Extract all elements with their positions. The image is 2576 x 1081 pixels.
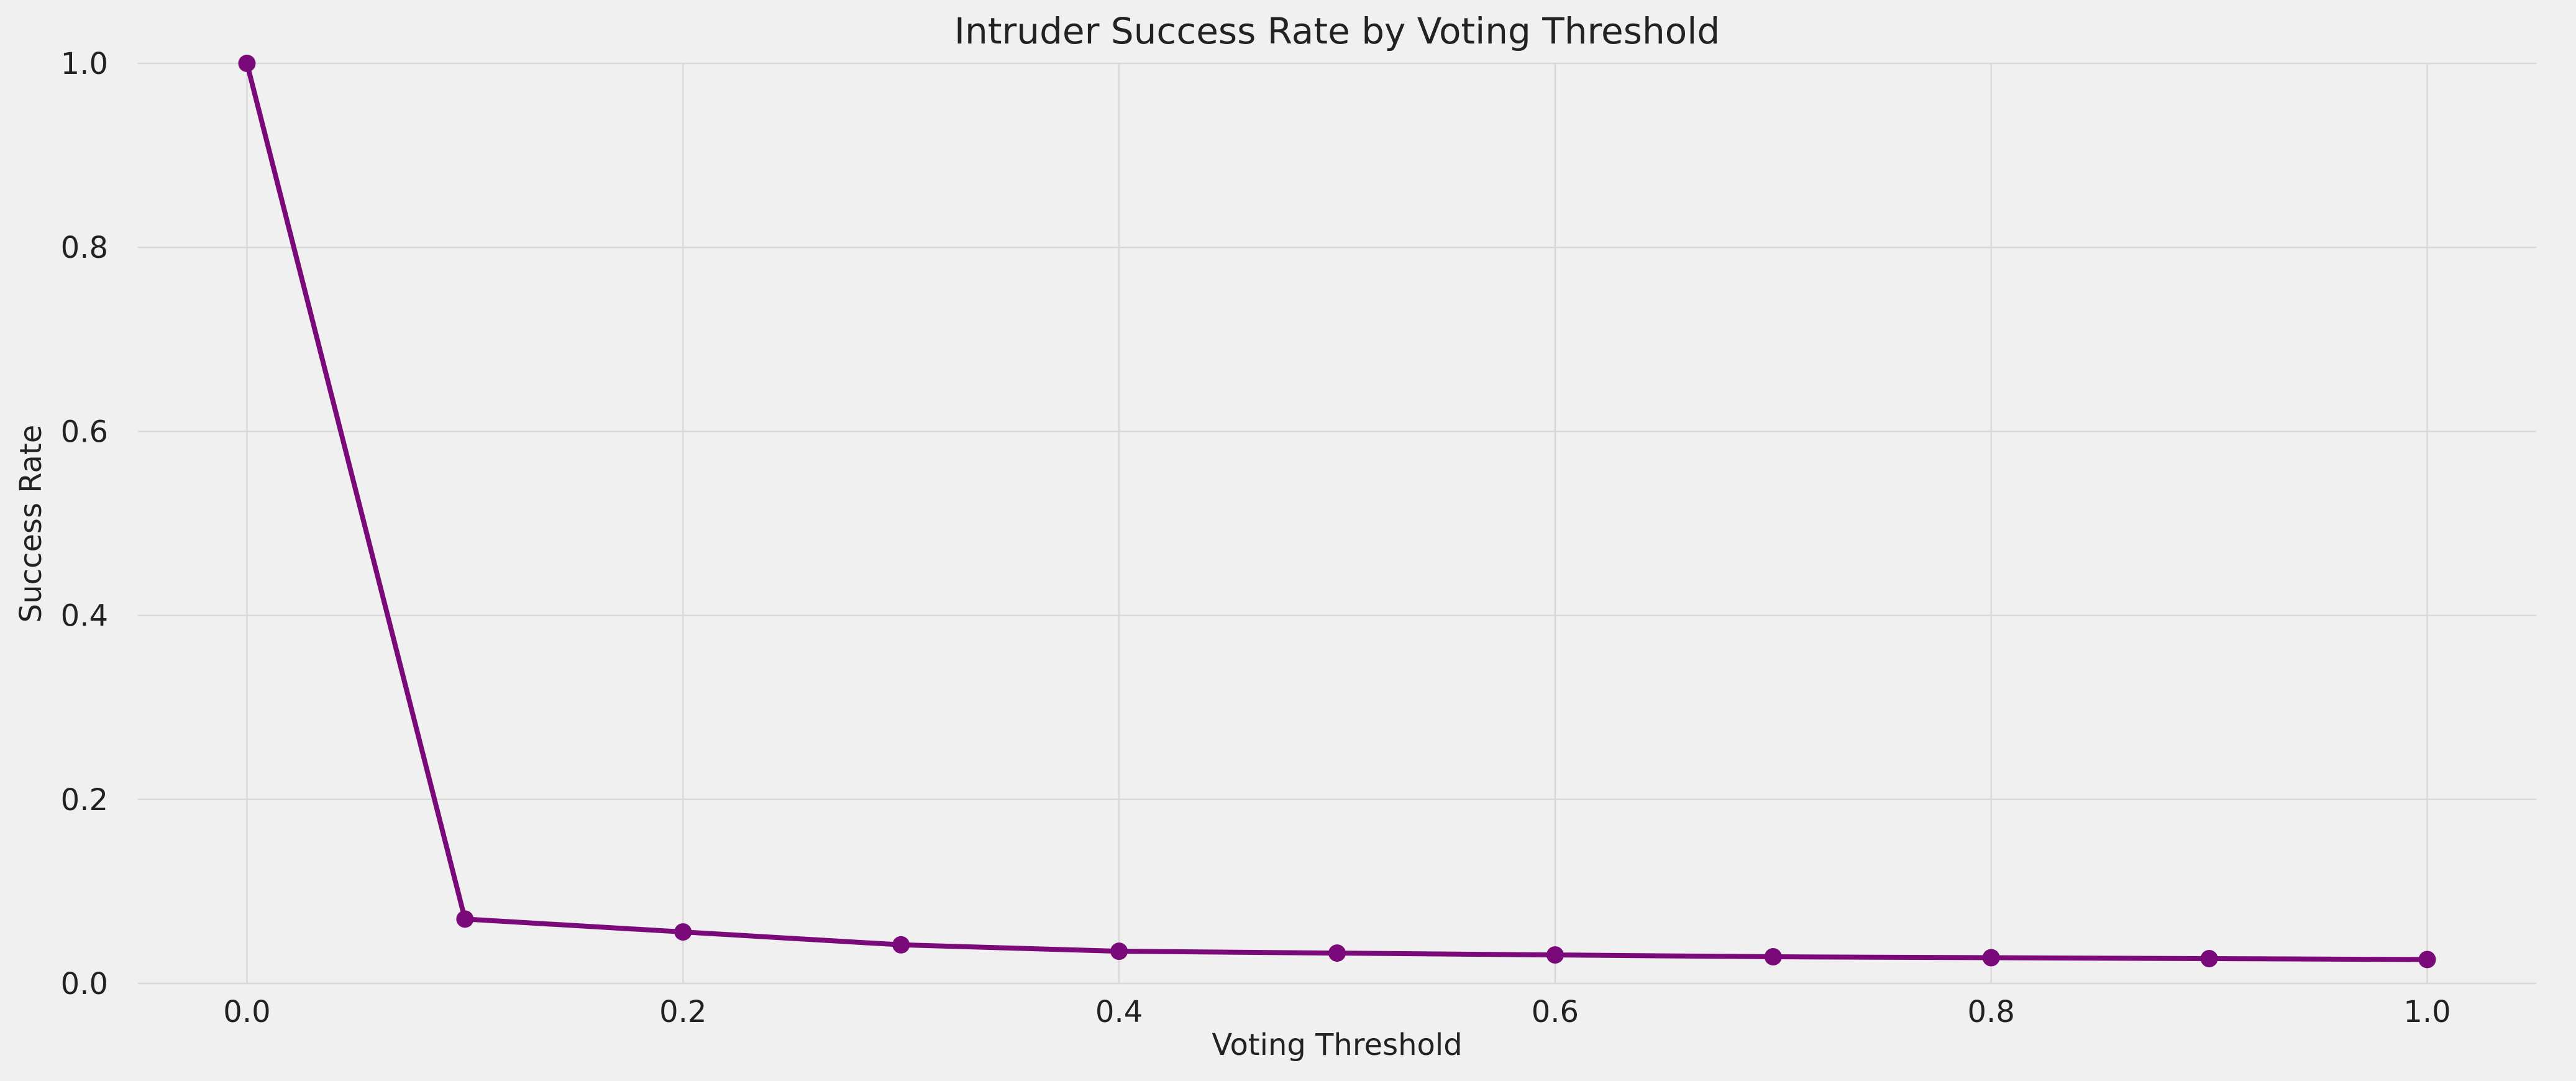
data-point xyxy=(1328,944,1346,962)
x-tick-label: 1.0 xyxy=(2403,995,2450,1029)
y-axis-label: Success Rate xyxy=(14,425,48,623)
data-point xyxy=(674,923,692,941)
data-point xyxy=(2200,950,2218,968)
data-point xyxy=(1546,946,1564,964)
data-point xyxy=(2418,951,2436,969)
x-tick-label: 0.6 xyxy=(1532,995,1579,1029)
chart-title: Intruder Success Rate by Voting Threshol… xyxy=(954,10,1720,52)
data-point xyxy=(892,936,910,954)
series-line xyxy=(244,61,2430,962)
y-tick-label: 0.0 xyxy=(61,967,108,1001)
y-tick-label: 0.8 xyxy=(61,230,108,265)
data-point xyxy=(1110,942,1128,960)
data-point xyxy=(1764,948,1782,966)
y-tick-label: 1.0 xyxy=(61,47,108,81)
x-tick-label: 0.0 xyxy=(223,995,270,1029)
data-point xyxy=(456,910,474,928)
x-tick-label: 0.8 xyxy=(1968,995,2015,1029)
y-tick-label: 0.2 xyxy=(61,783,108,818)
y-tick-label: 0.6 xyxy=(61,414,108,449)
tick-labels: 0.0 0.2 0.4 0.6 0.8 1.0 0.0 0.2 0.4 0.6 0.8 1.0 xyxy=(61,47,2451,1029)
data-point xyxy=(1982,949,2000,967)
x-tick-label: 0.2 xyxy=(659,995,706,1029)
series-group xyxy=(238,55,2436,969)
y-tick-label: 0.4 xyxy=(61,599,108,634)
data-point xyxy=(238,55,256,72)
x-axis-label: Voting Threshold xyxy=(1212,1028,1462,1062)
x-tick-label: 0.4 xyxy=(1095,995,1143,1029)
grid-lines xyxy=(138,62,2536,985)
